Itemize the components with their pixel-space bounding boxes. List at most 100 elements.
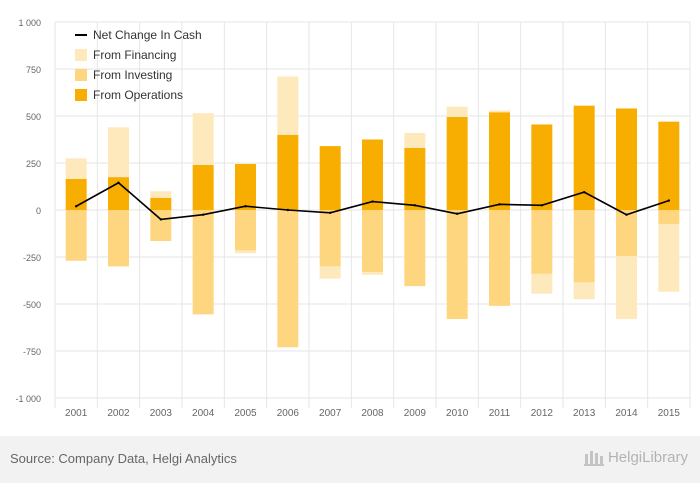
- bar-financing: [150, 191, 172, 198]
- bar-financing: [573, 282, 595, 300]
- x-tick-label: 2007: [319, 408, 342, 419]
- bar-operations: [235, 163, 256, 210]
- bar-operations: [658, 121, 680, 210]
- bar-operations: [489, 112, 510, 210]
- y-tick-label: -750: [23, 347, 41, 357]
- bar-investing: [277, 210, 299, 348]
- axis-layer: -1 000 -750 -500 -250 0 250 500 750 1 000 2001 200…: [15, 18, 680, 419]
- bar-financing: [446, 106, 468, 117]
- bar-financing: [319, 266, 341, 279]
- bar-investing: [150, 210, 172, 242]
- point-net-change: [667, 199, 671, 202]
- x-tick-label: 2003: [150, 408, 173, 419]
- library-icon: [583, 451, 604, 466]
- brand-name: HelgiLibrary: [607, 448, 688, 466]
- x-tick-label: 2013: [573, 408, 596, 419]
- point-net-change: [413, 204, 417, 207]
- bar-investing: [489, 210, 510, 306]
- bar-operations: [150, 197, 172, 210]
- bar-financing: [616, 256, 637, 320]
- legend-label: From Operations: [93, 88, 183, 102]
- bar-financing: [404, 132, 426, 148]
- brand-logo: HelgiLibrary: [583, 448, 688, 466]
- legend-swatch: [75, 49, 87, 61]
- bar-financing: [192, 113, 214, 165]
- bar-investing: [531, 210, 553, 274]
- y-tick-label: 1 000: [18, 18, 41, 28]
- y-tick-label: 750: [26, 65, 41, 75]
- bar-investing: [573, 210, 595, 283]
- y-tick-label: -250: [23, 253, 41, 263]
- legend-operations: From Operations: [75, 88, 183, 102]
- bar-layer: [65, 76, 680, 348]
- x-tick-label: 2011: [489, 408, 511, 419]
- bar-investing: [192, 210, 214, 315]
- legend-investing: From Investing: [75, 68, 172, 82]
- bar-financing: [489, 110, 510, 113]
- bar-investing: [65, 210, 87, 261]
- point-net-change: [201, 213, 205, 216]
- point-net-change: [117, 181, 120, 184]
- point-net-change: [328, 211, 332, 215]
- bar-financing: [277, 76, 299, 135]
- grid-layer: [54, 21, 691, 408]
- x-tick-label: 2009: [404, 408, 427, 419]
- bar-operations: [192, 164, 214, 210]
- bar-operations: [319, 146, 341, 210]
- legend-label: From Financing: [93, 48, 176, 62]
- legend-label: From Investing: [93, 68, 172, 82]
- bar-investing: [404, 210, 426, 287]
- x-tick-label: 2002: [107, 408, 130, 419]
- y-tick-label: 0: [36, 206, 41, 216]
- bar-financing: [658, 224, 680, 292]
- legend-financing: From Financing: [75, 48, 176, 62]
- y-tick-label: 250: [26, 159, 41, 169]
- y-tick-label: 500: [26, 112, 41, 122]
- bar-investing: [446, 210, 468, 320]
- bar-financing: [362, 272, 383, 275]
- bar-operations: [573, 105, 595, 210]
- point-net-change: [455, 212, 459, 215]
- point-net-change: [244, 205, 247, 208]
- point-net-change: [498, 203, 501, 206]
- x-tick-label: 2008: [361, 408, 384, 419]
- bar-financing: [531, 273, 553, 294]
- bar-investing: [616, 210, 637, 257]
- bar-operations: [404, 147, 426, 210]
- bar-financing: [235, 250, 256, 254]
- point-net-change: [74, 205, 78, 208]
- bar-financing: [108, 127, 129, 178]
- bar-operations: [446, 116, 468, 210]
- bar-operations: [531, 124, 553, 210]
- bar-financing: [65, 158, 87, 179]
- bar-operations: [65, 178, 87, 210]
- point-net-change: [625, 213, 628, 216]
- legend-label: Net Change In Cash: [93, 28, 202, 42]
- x-tick-label: 2005: [234, 408, 257, 419]
- x-tick-label: 2015: [658, 408, 681, 419]
- legend: Net Change In Cash From Financing From Inv…: [75, 28, 202, 102]
- y-tick-label: -1 000: [15, 394, 41, 404]
- footer: [0, 436, 700, 483]
- bar-investing: [108, 210, 129, 267]
- x-tick-label: 2001: [65, 408, 88, 419]
- point-net-change: [286, 208, 290, 212]
- y-tick-label: -500: [23, 300, 41, 310]
- point-net-change: [540, 204, 544, 207]
- bar-investing: [362, 210, 383, 273]
- x-tick-label: 2006: [277, 408, 300, 419]
- x-tick-label: 2004: [192, 408, 215, 419]
- bar-operations: [616, 108, 637, 210]
- legend-net-change: Net Change In Cash: [75, 28, 202, 42]
- source-note: Source: Company Data, Helgi Analytics: [10, 451, 237, 466]
- line-layer: [74, 181, 671, 221]
- bar-investing: [319, 210, 341, 267]
- legend-swatch: [75, 69, 87, 81]
- point-net-change: [371, 200, 374, 203]
- bar-investing: [235, 210, 256, 251]
- point-net-change: [159, 218, 163, 221]
- x-tick-label: 2012: [531, 408, 554, 419]
- x-tick-label: 2014: [615, 408, 638, 419]
- bar-operations: [277, 134, 299, 210]
